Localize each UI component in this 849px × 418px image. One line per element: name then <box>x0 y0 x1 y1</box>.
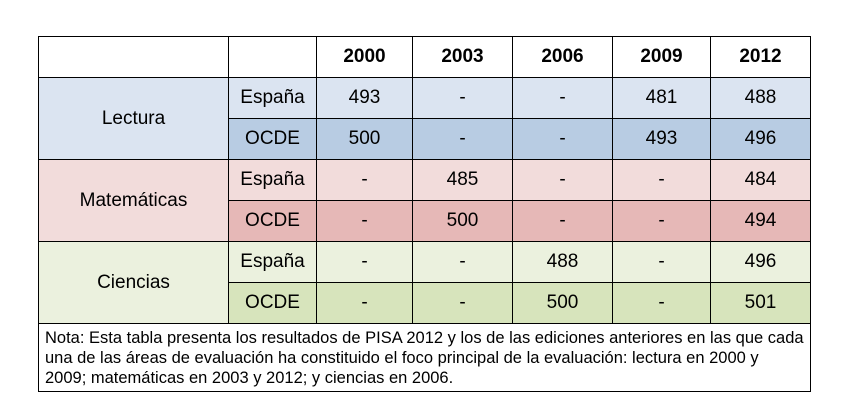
value-cell: 500 <box>316 118 413 160</box>
header-year-2000: 2000 <box>316 36 413 78</box>
value-cell: 488 <box>512 241 613 283</box>
value-cell: - <box>512 77 613 119</box>
header-empty-area <box>38 36 229 78</box>
table-row: Matemáticas España - 485 - - 484 <box>38 159 811 242</box>
value-cell: 493 <box>316 77 413 119</box>
table-row: OCDE - - 500 - 501 <box>39 282 811 324</box>
table-row: Lectura España 493 - - 481 488 <box>38 77 811 160</box>
note-row: Nota: Esta tabla presenta los resultados… <box>38 323 811 392</box>
area-label-matematicas: Matemáticas <box>38 159 229 242</box>
value-cell: 481 <box>612 77 711 119</box>
table-row: OCDE 500 - - 493 496 <box>39 118 811 160</box>
table-note: Nota: Esta tabla presenta los resultados… <box>38 323 811 392</box>
value-cell: 488 <box>710 77 811 119</box>
value-cell: - <box>612 282 711 324</box>
value-cell: - <box>512 159 613 201</box>
header-row: 2000 2003 2006 2009 2012 <box>38 36 811 78</box>
value-cell: 500 <box>412 200 513 242</box>
value-cell: - <box>316 282 413 324</box>
header-year-2012: 2012 <box>710 36 811 78</box>
area-label-lectura: Lectura <box>38 77 229 160</box>
country-label: OCDE <box>228 200 317 242</box>
value-cell: - <box>612 241 711 283</box>
country-label: España <box>228 159 317 201</box>
value-cell: - <box>512 118 613 160</box>
value-cell: 496 <box>710 118 811 160</box>
table-row: Ciencias España - - 488 - 496 <box>38 241 811 324</box>
value-cell: - <box>612 200 711 242</box>
table-row: OCDE - 500 - - 494 <box>39 200 811 242</box>
country-label: OCDE <box>228 118 317 160</box>
pisa-results-table: 2000 2003 2006 2009 2012 Lectura España … <box>38 36 811 392</box>
value-cell: 500 <box>512 282 613 324</box>
value-cell: - <box>412 282 513 324</box>
value-cell: 493 <box>612 118 711 160</box>
value-cell: - <box>316 200 413 242</box>
value-cell: - <box>512 200 613 242</box>
value-cell: - <box>412 77 513 119</box>
header-year-2003: 2003 <box>412 36 513 78</box>
header-empty-country <box>228 36 317 78</box>
country-label: España <box>228 77 317 119</box>
value-cell: - <box>412 241 513 283</box>
country-label: España <box>228 241 317 283</box>
value-cell: - <box>612 159 711 201</box>
area-label-ciencias: Ciencias <box>38 241 229 324</box>
header-year-2006: 2006 <box>512 36 613 78</box>
value-cell: - <box>316 159 413 201</box>
value-cell: 496 <box>710 241 811 283</box>
value-cell: 485 <box>412 159 513 201</box>
value-cell: 494 <box>710 200 811 242</box>
value-cell: 484 <box>710 159 811 201</box>
country-label: OCDE <box>228 282 317 324</box>
value-cell: - <box>412 118 513 160</box>
value-cell: - <box>316 241 413 283</box>
value-cell: 501 <box>710 282 811 324</box>
header-year-2009: 2009 <box>612 36 711 78</box>
